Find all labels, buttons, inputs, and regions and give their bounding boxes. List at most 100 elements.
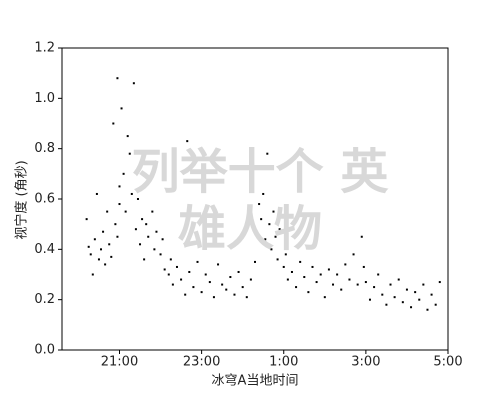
point <box>254 260 256 263</box>
point <box>356 283 359 286</box>
point <box>327 268 330 271</box>
point <box>124 210 127 213</box>
watermark: 列举十个 英 <box>132 144 390 200</box>
point <box>245 296 248 299</box>
point <box>438 281 441 284</box>
point <box>258 203 261 206</box>
point <box>153 248 156 251</box>
point <box>132 82 135 85</box>
point <box>373 286 376 289</box>
point <box>295 286 298 289</box>
point <box>184 293 187 296</box>
point <box>266 152 269 155</box>
point <box>116 235 119 238</box>
point <box>319 273 322 276</box>
point <box>268 223 271 226</box>
x-tick-label: 5:00 <box>433 355 462 370</box>
point <box>241 286 244 289</box>
point <box>85 218 88 221</box>
point <box>352 253 355 256</box>
point <box>139 243 142 246</box>
point <box>381 293 384 296</box>
point <box>108 243 111 246</box>
point <box>233 293 236 296</box>
point <box>311 265 314 268</box>
x-tick-label: 3:00 <box>351 355 380 370</box>
point <box>200 291 203 294</box>
point <box>151 210 154 213</box>
watermark: 雄人物 <box>178 201 322 257</box>
point <box>340 288 343 291</box>
y-tick-label: 1.2 <box>34 41 55 56</box>
point <box>122 172 125 175</box>
point <box>118 185 121 188</box>
point <box>237 270 240 273</box>
point <box>104 263 107 266</box>
point <box>410 306 413 309</box>
point <box>134 228 137 231</box>
point <box>315 281 318 284</box>
point <box>284 253 287 256</box>
point <box>264 238 267 241</box>
point <box>225 288 228 291</box>
point <box>186 140 189 143</box>
point <box>93 238 96 241</box>
point <box>143 258 146 261</box>
point <box>401 301 404 304</box>
point <box>155 230 158 233</box>
point <box>114 223 117 226</box>
point <box>229 276 232 279</box>
point <box>89 253 92 256</box>
point <box>344 263 347 266</box>
point <box>249 278 252 281</box>
point <box>270 248 273 251</box>
point <box>116 77 119 80</box>
point <box>434 303 437 306</box>
point <box>217 263 220 266</box>
point <box>141 218 144 221</box>
point <box>171 283 174 286</box>
y-tick-label: 0.2 <box>34 292 55 307</box>
point <box>368 298 371 301</box>
point <box>130 192 133 195</box>
point <box>180 278 183 281</box>
point <box>208 281 211 284</box>
point <box>102 230 105 233</box>
point <box>112 122 115 125</box>
point <box>276 258 279 261</box>
point <box>136 198 139 200</box>
point <box>128 152 131 155</box>
point <box>95 192 98 195</box>
point <box>393 296 396 299</box>
point <box>307 291 310 294</box>
y-tick-label: 0.4 <box>34 242 55 257</box>
point <box>397 278 400 281</box>
point <box>323 296 326 299</box>
point <box>405 288 408 291</box>
point <box>163 268 166 271</box>
point <box>282 265 285 268</box>
point <box>362 265 365 268</box>
x-tick-label: 1:00 <box>269 355 298 370</box>
point <box>161 238 164 241</box>
point <box>147 235 150 238</box>
point <box>169 258 172 261</box>
point <box>256 233 259 236</box>
point <box>377 273 380 276</box>
point <box>389 283 392 286</box>
point <box>274 235 277 238</box>
point <box>221 283 224 286</box>
point <box>430 293 433 296</box>
point <box>120 107 123 110</box>
point <box>196 260 199 263</box>
point <box>418 298 421 301</box>
point <box>175 265 178 268</box>
point <box>422 283 425 286</box>
point <box>126 135 129 138</box>
point <box>332 283 335 286</box>
point <box>272 210 275 213</box>
point <box>100 248 103 251</box>
point <box>91 273 94 276</box>
x-tick-label: 23:00 <box>183 355 220 370</box>
